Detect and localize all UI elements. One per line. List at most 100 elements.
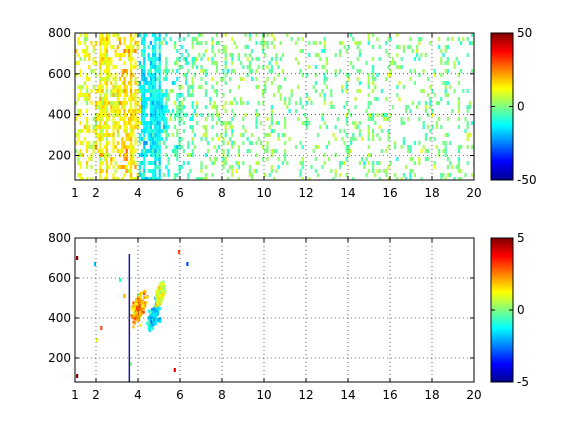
heatmap-cell — [143, 292, 146, 296]
heatmap-cell — [159, 320, 162, 323]
heatmap-cell — [92, 85, 95, 89]
heatmap-cell — [159, 291, 162, 295]
heatmap-cell — [290, 89, 293, 93]
heatmap-cell — [154, 177, 157, 180]
heatmap-cell — [409, 157, 412, 161]
heatmap-cell — [312, 85, 315, 89]
heatmap-cell — [97, 85, 100, 89]
heatmap-cell — [141, 69, 144, 73]
heatmap-cell — [154, 109, 157, 113]
heatmap-cell — [154, 141, 157, 145]
heatmap-cell — [385, 117, 388, 121]
heatmap-cell — [101, 125, 104, 129]
bottom-axes-frame — [74, 237, 475, 383]
heatmap-cell — [264, 85, 267, 89]
heatmap-cell — [160, 137, 163, 141]
heatmap-cell — [332, 105, 335, 109]
heatmap-cell — [75, 141, 78, 145]
heatmap-cell — [204, 89, 207, 93]
heatmap-cell — [189, 153, 192, 157]
heatmap-cell — [365, 173, 368, 177]
heatmap-cell — [367, 93, 370, 97]
heatmap-cell — [196, 105, 199, 109]
heatmap-cell — [284, 153, 287, 157]
heatmap-cell — [319, 41, 322, 45]
heatmap-cell — [281, 133, 284, 137]
heatmap-cell — [103, 133, 106, 137]
heatmap-cell — [154, 296, 157, 300]
heatmap-cell — [372, 161, 375, 165]
heatmap-cell — [255, 33, 258, 37]
heatmap-cell — [101, 105, 104, 109]
heatmap-cell — [209, 157, 212, 161]
heatmap-cell — [266, 33, 269, 37]
heatmap-cell — [187, 85, 190, 89]
heatmap-cell — [152, 53, 155, 57]
heatmap-cell — [466, 133, 469, 137]
heatmap-cell — [114, 101, 117, 105]
heatmap-cell — [121, 145, 124, 149]
heatmap-cell — [105, 73, 108, 77]
heatmap-cell — [255, 85, 258, 89]
heatmap-cell — [444, 89, 447, 93]
heatmap-cell — [114, 85, 117, 89]
heatmap-cell — [149, 317, 153, 320]
heatmap-cell — [158, 286, 161, 290]
heatmap-cell — [114, 33, 117, 37]
heatmap-cell — [112, 173, 115, 177]
heatmap-cell — [105, 57, 108, 61]
heatmap-cell — [158, 73, 161, 77]
heatmap-cell — [457, 109, 460, 113]
heatmap-cell — [101, 41, 104, 45]
heatmap-cell — [255, 161, 258, 165]
heatmap-cell — [119, 125, 122, 129]
heatmap-cell — [99, 149, 102, 153]
heatmap-cell — [152, 73, 155, 77]
heatmap-cell — [367, 145, 370, 149]
heatmap-cell — [251, 69, 254, 73]
heatmap-cell — [155, 314, 158, 318]
heatmap-cell — [215, 149, 218, 153]
x-tick-label: 1 — [71, 388, 79, 402]
x-tick-label: 16 — [382, 388, 397, 402]
heatmap-cell — [79, 165, 82, 169]
heatmap-cell — [125, 153, 128, 157]
heatmap-cell — [77, 137, 80, 141]
heatmap-cell — [385, 113, 388, 117]
heatmap-cell — [389, 61, 392, 65]
heatmap-cell — [150, 323, 153, 327]
heatmap-cell — [123, 101, 126, 105]
heatmap-cell — [99, 177, 102, 180]
heatmap-cell — [303, 113, 306, 117]
heatmap-cell — [130, 145, 133, 149]
heatmap-cell — [103, 93, 106, 97]
heatmap-cell — [204, 177, 207, 180]
heatmap-cell — [114, 113, 117, 117]
heatmap-cell — [358, 49, 361, 53]
heatmap-cell — [121, 53, 124, 57]
heatmap-cell — [266, 117, 269, 121]
heatmap-cell — [79, 121, 82, 125]
heatmap-cell — [275, 61, 278, 65]
heatmap-cell — [229, 53, 232, 57]
heatmap-cell — [154, 33, 157, 37]
heatmap-cell — [149, 89, 152, 93]
heatmap-cell — [99, 33, 102, 37]
heatmap-cell — [141, 121, 144, 125]
heatmap-cell — [211, 113, 214, 117]
heatmap-cell — [376, 97, 379, 101]
heatmap-cell — [103, 77, 106, 81]
heatmap-cell — [158, 117, 161, 121]
heatmap-cell — [396, 33, 399, 37]
heatmap-cell — [99, 173, 102, 177]
heatmap-cell — [83, 37, 86, 41]
heatmap-cell — [407, 145, 410, 149]
heatmap-cell — [156, 97, 159, 101]
heatmap-cell — [354, 41, 357, 45]
heatmap-cell — [460, 145, 463, 149]
heatmap-cell — [189, 85, 192, 89]
heatmap-cell — [204, 81, 207, 85]
heatmap-cell — [180, 85, 183, 89]
heatmap-cell — [158, 41, 161, 45]
